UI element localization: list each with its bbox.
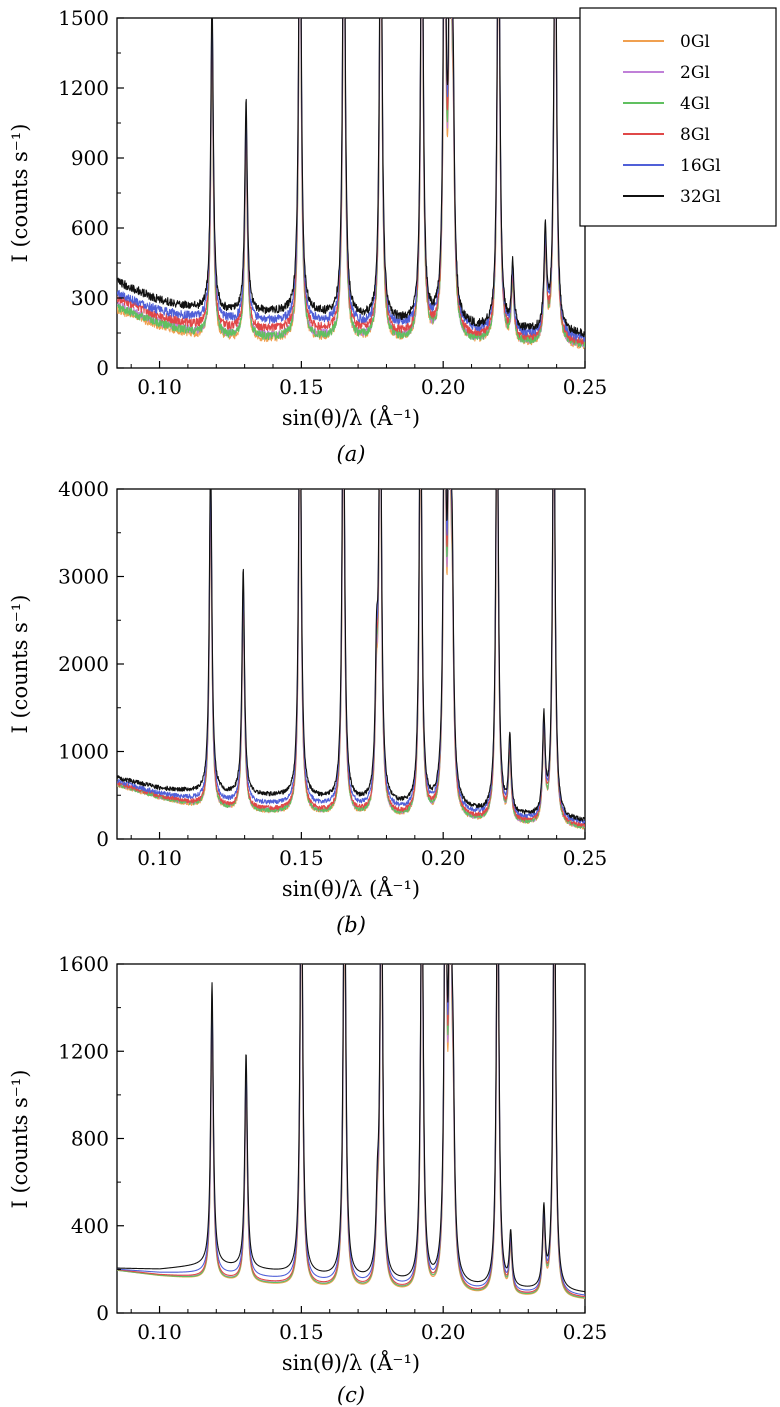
y-tick-label: 2000 <box>58 652 109 676</box>
y-axis-label: I (counts s⁻¹) <box>8 595 32 734</box>
y-tick-label: 600 <box>71 216 109 240</box>
legend-box <box>579 7 777 227</box>
legend-label: 16Gl <box>680 156 721 176</box>
panel-b: 0 1000 2000 3000 4000 0.10 0.15 0.20 0.25 sin(θ)… <box>8 477 607 937</box>
legend-item-0gl: 0Gl <box>623 32 710 52</box>
x-axis-label: sin(θ)/λ (Å⁻¹) <box>282 1350 420 1375</box>
series-layer <box>117 489 585 830</box>
y-tick-label: 3000 <box>58 565 109 589</box>
y-tick-label: 4000 <box>58 477 109 501</box>
x-axis-label: sin(θ)/λ (Å⁻¹) <box>282 405 420 430</box>
y-tick-label: 1600 <box>58 952 109 976</box>
series-line-16gl <box>117 964 585 1296</box>
legend-item-4gl: 4Gl <box>623 94 710 114</box>
x-tick-label: 0.20 <box>421 1320 466 1344</box>
y-tick-label: 1000 <box>58 740 109 764</box>
series-line-8gl <box>117 964 585 1298</box>
x-tick-label: 0.25 <box>563 1320 608 1344</box>
x-tick-label: 0.15 <box>279 846 324 870</box>
y-tick-label: 800 <box>71 1127 109 1151</box>
x-tick-label: 0.20 <box>421 375 466 399</box>
legend-item-8gl: 8Gl <box>623 125 710 145</box>
y-axis-label: I (counts s⁻¹) <box>8 1070 32 1209</box>
x-tick-label: 0.10 <box>137 846 182 870</box>
legend-label: 32Gl <box>680 187 721 207</box>
x-tick-label: 0.10 <box>137 1320 182 1344</box>
y-tick-label: 900 <box>71 146 109 170</box>
legend-label: 2Gl <box>680 63 710 83</box>
series-layer <box>117 964 585 1299</box>
series-line-0gl <box>117 964 585 1299</box>
x-tick-label: 0.15 <box>279 375 324 399</box>
x-tick-label: 0.15 <box>279 1320 324 1344</box>
legend-label: 0Gl <box>680 32 710 52</box>
x-tick-label: 0.20 <box>421 846 466 870</box>
legend-item-2gl: 2Gl <box>623 63 710 83</box>
legend-label: 8Gl <box>680 125 710 145</box>
axes-layer: 0 1000 2000 3000 4000 0.10 0.15 0.20 0.25 <box>58 477 607 870</box>
y-tick-label: 0 <box>96 1301 109 1325</box>
panel-caption: (a) <box>337 442 366 466</box>
panel-caption: (b) <box>336 913 366 937</box>
x-tick-label: 0.25 <box>563 375 608 399</box>
series-line-32gl <box>117 18 585 338</box>
series-line-8gl <box>117 18 585 345</box>
series-line-32gl <box>117 964 585 1293</box>
series-layer <box>117 18 585 350</box>
y-tick-label: 1200 <box>58 1039 109 1063</box>
series-line-16gl <box>117 18 585 342</box>
series-line-32gl <box>117 489 585 822</box>
axes-layer: 0 300 600 900 1200 1500 0.10 0.15 0.20 0.25 <box>58 6 607 399</box>
x-axis-label: sin(θ)/λ (Å⁻¹) <box>282 876 420 901</box>
x-tick-label: 0.25 <box>563 846 608 870</box>
series-line-4gl <box>117 489 585 829</box>
y-tick-label: 400 <box>71 1214 109 1238</box>
y-tick-label: 1200 <box>58 76 109 100</box>
axes-layer: 0 400 800 1200 1600 0.10 0.15 0.20 0.25 <box>58 952 607 1344</box>
x-tick-label: 0.10 <box>137 375 182 399</box>
y-tick-label: 0 <box>96 827 109 851</box>
y-tick-label: 0 <box>96 356 109 380</box>
panel-a: 0 300 600 900 1200 1500 0.10 0.15 0.20 0.25 sin(θ… <box>8 6 777 466</box>
y-axis-label: I (counts s⁻¹) <box>8 124 32 263</box>
series-line-8gl <box>117 489 585 828</box>
legend-item-32gl: 32Gl <box>623 187 721 207</box>
y-tick-label: 300 <box>71 286 109 310</box>
legend-label: 4Gl <box>680 94 710 114</box>
panel-caption: (c) <box>337 1383 365 1407</box>
legend-item-16gl: 16Gl <box>623 156 721 176</box>
y-tick-label: 1500 <box>58 6 109 30</box>
panel-c: 0 400 800 1200 1600 0.10 0.15 0.20 0.25 sin(θ)/λ… <box>8 952 607 1407</box>
legend: 0Gl 2Gl 4Gl 8Gl 16Gl 32Gl <box>579 7 777 227</box>
